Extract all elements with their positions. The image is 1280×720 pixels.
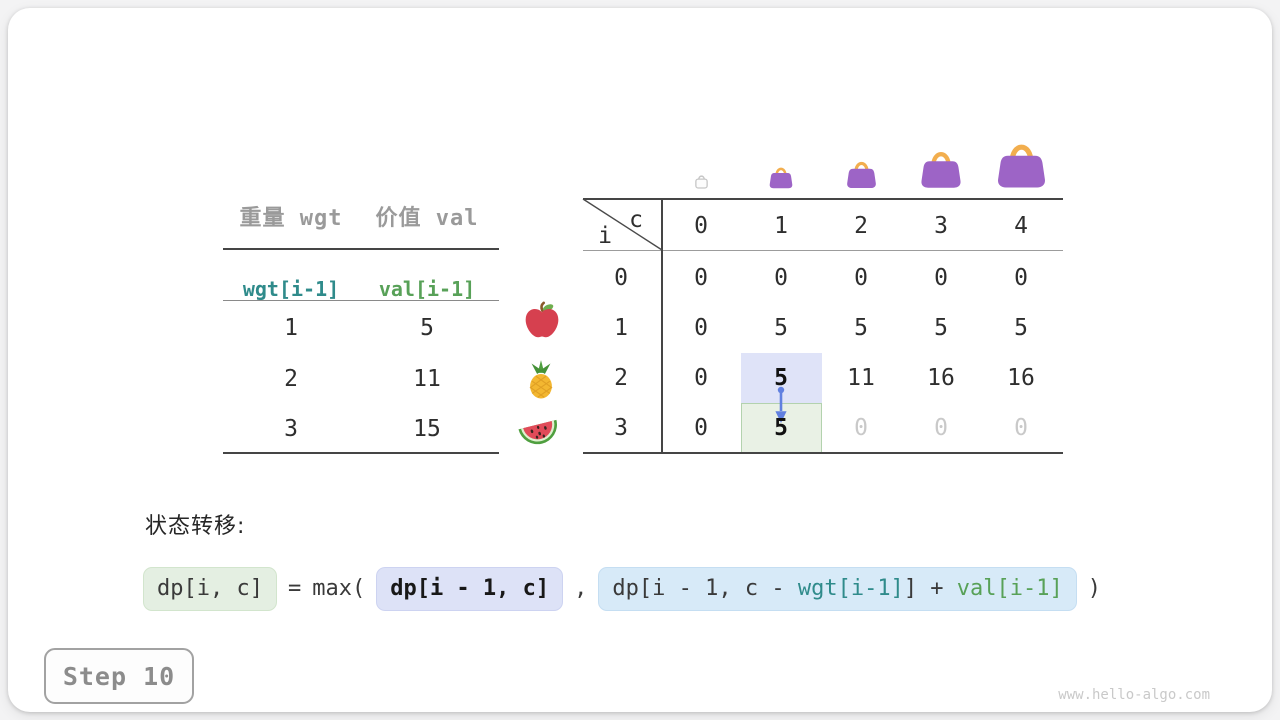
watermark: www.hello-algo.com: [1058, 687, 1210, 703]
figure-card: 重量 wgt 价值 val wgt[i-1] val[i-1] 1 5 2 11 3 15 c i: [8, 8, 1272, 712]
items-var-val: val[i-1]: [378, 277, 476, 301]
dp-cell-r2-c3: 16: [927, 365, 955, 391]
dp-cell-r1-c3: 5: [934, 315, 948, 341]
bag-icon-2: [846, 156, 877, 189]
items-cell: 1: [284, 315, 298, 341]
formula-option2-wgt: wgt[i-1]: [797, 576, 904, 601]
dp-col-header: 2: [854, 213, 868, 239]
dp-col-header: 4: [1014, 213, 1028, 239]
dp-col-header: 3: [934, 213, 948, 239]
dp-cell-r0-c0: 0: [694, 265, 708, 291]
empty-bag-icon: [694, 172, 709, 189]
dp-col-header: 0: [694, 213, 708, 239]
dp-col-header: 1: [774, 213, 788, 239]
dp-cell-r1-c4: 5: [1014, 315, 1028, 341]
dp-cell-r0-c2: 0: [854, 265, 868, 291]
dp-cell-r1-c2: 5: [854, 315, 868, 341]
dp-cell-r1-c0: 0: [694, 315, 708, 341]
formula-option2-box: dp[i - 1, c - wgt[i-1]] + val[i-1]: [598, 567, 1077, 611]
dp-cell-r0-c3: 0: [934, 265, 948, 291]
formula-option2-val: val[i-1]: [956, 576, 1063, 601]
dp-cell-r3-c3: 0: [934, 415, 948, 441]
formula-equals: =: [287, 576, 302, 602]
dp-cell-r3-c4: 0: [1014, 415, 1028, 441]
step-badge-label: Step 10: [62, 661, 176, 691]
transition-arrow-icon: [775, 386, 787, 423]
items-col-header: 重量 wgt: [239, 206, 343, 231]
dp-table-header-rule: [583, 250, 1063, 251]
dp-cell-r1-c1: 5: [774, 315, 788, 341]
dp-row-header: 0: [614, 265, 628, 291]
dp-cell-r2-c2: 11: [847, 365, 875, 391]
formula-option2-prefix: dp[i - 1, c -: [612, 576, 798, 601]
bag-icon-1: [769, 163, 793, 189]
dp-row-header: 1: [614, 315, 628, 341]
dp-cell-r0-c1: 0: [774, 265, 788, 291]
formula-option2-mid: ] +: [903, 576, 957, 601]
step-badge: Step 10: [44, 648, 194, 704]
items-cell: 5: [420, 315, 434, 341]
bag-icon-3: [920, 144, 962, 189]
formula-result-box: dp[i, c]: [143, 567, 277, 611]
dp-table-vertical-rule: [661, 198, 663, 454]
dp-cell-r3-c0: 0: [694, 415, 708, 441]
pineapple-icon: [521, 359, 561, 399]
items-cell: 3: [284, 416, 298, 442]
items-table-var-rule: [223, 300, 499, 301]
dp-row-var-label: i: [598, 223, 612, 249]
state-transition-formula: dp[i, c] = max( dp[i - 1, c] , dp[i - 1,…: [143, 567, 1101, 611]
dp-row-header: 2: [614, 365, 628, 391]
dp-cell-r3-c2: 0: [854, 415, 868, 441]
dp-corner-diagonal: [582, 198, 663, 251]
items-cell: 2: [284, 366, 298, 392]
items-table-bottom-rule: [223, 452, 499, 454]
formula-max-open: max(: [312, 576, 366, 602]
dp-table-top-rule: [583, 198, 1063, 200]
items-var-wgt: wgt[i-1]: [242, 277, 340, 301]
items-col-header: 价值 val: [375, 206, 479, 231]
items-cell: 15: [413, 416, 441, 442]
items-cell: 11: [413, 366, 441, 392]
formula-comma: ,: [574, 576, 588, 602]
dp-table-bottom-rule: [583, 452, 1063, 454]
dp-row-header: 3: [614, 415, 628, 441]
dp-cell-r2-c0: 0: [694, 365, 708, 391]
formula-option1-box: dp[i - 1, c]: [376, 567, 564, 611]
bag-icon-4: [996, 135, 1047, 189]
dp-cell-r2-c4: 16: [1007, 365, 1035, 391]
watermelon-icon: [515, 408, 561, 448]
apple-icon: [522, 300, 562, 340]
dp-cell-r3-c1: 5: [774, 415, 788, 441]
formula-close-paren: ): [1087, 576, 1102, 602]
dp-col-var-label: c: [629, 207, 643, 233]
dp-cell-r2-c1: 5: [774, 365, 788, 391]
dp-cell-r0-c4: 0: [1014, 265, 1028, 291]
items-table-header-rule: [223, 248, 499, 250]
formula-title: 状态转移:: [145, 514, 246, 539]
